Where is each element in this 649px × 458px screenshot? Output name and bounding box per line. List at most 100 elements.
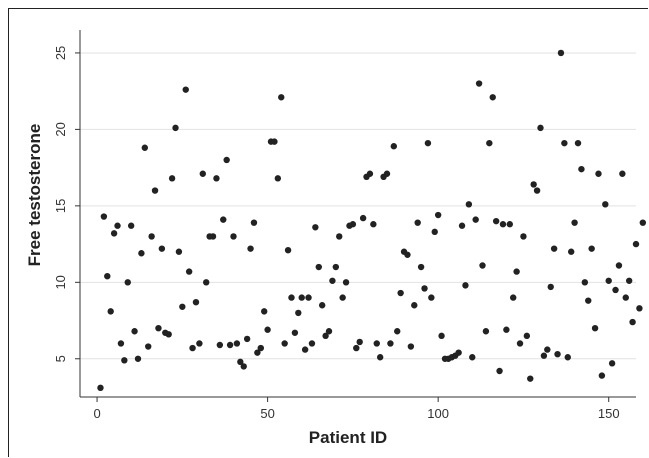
data-point xyxy=(332,263,340,271)
data-point xyxy=(625,277,633,284)
data-point xyxy=(615,262,623,269)
data-point xyxy=(281,340,288,347)
data-point xyxy=(349,221,357,228)
data-point xyxy=(469,354,476,361)
data-point xyxy=(588,245,595,252)
y-tick-label: 10 xyxy=(53,275,68,289)
data-point xyxy=(411,302,418,309)
data-point xyxy=(257,344,264,352)
data-point xyxy=(107,308,114,315)
data-point xyxy=(104,272,111,280)
data-point xyxy=(220,216,227,223)
data-point xyxy=(567,248,575,255)
data-point xyxy=(547,283,554,291)
data-point xyxy=(503,326,510,333)
data-point xyxy=(383,170,391,177)
data-point xyxy=(339,294,346,301)
y-tick-label: 20 xyxy=(53,122,68,136)
data-point xyxy=(431,228,438,236)
data-point xyxy=(325,328,333,335)
data-point xyxy=(506,221,513,228)
data-point xyxy=(370,221,377,228)
data-point xyxy=(407,343,415,350)
data-point xyxy=(527,375,534,382)
data-point xyxy=(571,219,578,226)
data-point xyxy=(237,358,244,366)
data-point xyxy=(632,240,640,248)
data-point xyxy=(336,233,343,240)
data-point xyxy=(247,245,254,252)
data-point xyxy=(288,294,295,301)
data-point xyxy=(134,355,142,362)
data-point xyxy=(175,248,183,255)
data-point xyxy=(312,224,319,231)
data-point xyxy=(578,165,585,173)
data-point xyxy=(550,245,558,252)
data-point xyxy=(250,219,258,226)
data-point xyxy=(602,201,609,208)
data-point xyxy=(97,384,104,392)
data-point xyxy=(394,328,401,335)
data-point xyxy=(301,346,309,353)
data-point xyxy=(554,350,561,358)
data-point xyxy=(404,251,411,258)
data-point xyxy=(291,329,299,336)
data-point xyxy=(131,328,138,335)
x-tick-label: 150 xyxy=(598,406,620,421)
data-point xyxy=(373,340,380,347)
data-point xyxy=(203,279,210,286)
data-point xyxy=(274,175,282,182)
data-point xyxy=(530,181,537,188)
data-point xyxy=(230,233,237,240)
data-point xyxy=(271,138,278,145)
data-point xyxy=(465,201,473,208)
data-point xyxy=(472,216,479,223)
data-point xyxy=(366,170,374,177)
x-tick-label: 100 xyxy=(427,406,449,421)
data-point xyxy=(564,354,571,361)
data-point xyxy=(513,268,520,275)
data-point xyxy=(520,233,527,240)
data-point xyxy=(165,331,172,338)
plot-area xyxy=(80,30,636,397)
data-point xyxy=(561,139,568,147)
data-point xyxy=(145,343,152,350)
data-point xyxy=(544,346,551,353)
data-point xyxy=(486,139,493,147)
data-point xyxy=(110,230,118,237)
data-point xyxy=(434,211,442,219)
data-point xyxy=(482,328,490,335)
data-point xyxy=(475,80,483,87)
x-tick-label: 0 xyxy=(93,406,100,421)
data-point xyxy=(172,124,179,132)
data-point xyxy=(353,344,360,352)
data-point xyxy=(492,217,500,225)
data-point xyxy=(318,302,326,309)
data-point xyxy=(138,250,145,257)
data-point xyxy=(100,213,108,220)
data-point xyxy=(424,139,432,147)
data-point xyxy=(216,341,224,349)
data-point xyxy=(168,175,176,182)
data-point xyxy=(298,294,305,301)
data-point xyxy=(243,335,251,343)
data-point xyxy=(192,298,200,306)
data-point xyxy=(462,282,469,289)
data-point xyxy=(179,303,186,310)
data-point xyxy=(315,263,322,271)
y-axis-title: Free testosterone xyxy=(25,124,44,267)
data-point xyxy=(240,363,247,370)
data-point xyxy=(540,352,548,359)
data-point xyxy=(595,170,602,177)
data-point xyxy=(260,308,268,315)
data-point xyxy=(284,247,292,254)
data-point xyxy=(209,233,217,240)
data-point xyxy=(533,187,541,194)
data-point xyxy=(196,340,203,347)
data-point xyxy=(308,340,316,347)
data-point xyxy=(117,340,125,347)
data-point xyxy=(537,124,544,132)
data-point xyxy=(581,279,589,286)
data-point xyxy=(428,294,435,301)
